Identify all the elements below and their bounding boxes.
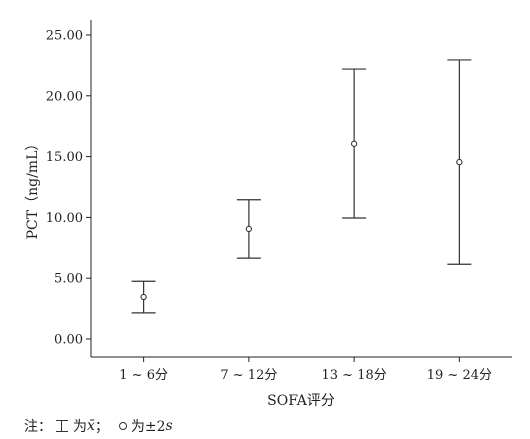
mean-dot-icon (118, 422, 127, 430)
mean-point (456, 158, 463, 166)
x-ticks: 1 ~ 6分 7 ~ 12分 13 ~ 18分 19 ~ 24分 (119, 357, 492, 383)
x-tick-label: 7 ~ 12分 (220, 368, 277, 383)
y-tick-label: 5.00 (54, 272, 83, 287)
note-s-symbol: s (165, 418, 173, 434)
errorbar-symbol-icon (56, 419, 68, 433)
y-tick-label: 25.00 (46, 29, 83, 44)
y-tick-label: 20.00 (46, 89, 83, 104)
x-tick-label: 1 ~ 6分 (119, 368, 168, 383)
x-tick-label: 19 ~ 24分 (427, 368, 492, 383)
note-prefix: 注： (24, 419, 52, 435)
mean-point (350, 140, 358, 147)
x-axis-title: SOFA评分 (267, 393, 335, 409)
mean-point (245, 225, 253, 233)
y-axis-title: PCT（ng/mL） (25, 137, 41, 240)
chart-note: 注： 为 x̄ ； 为±2 s (24, 416, 173, 436)
y-tick-label: 15.00 (46, 150, 83, 165)
note-bar-text: 为 (73, 419, 87, 435)
note-mean-symbol: x̄ (87, 418, 95, 434)
y-tick-label: 0.00 (54, 333, 83, 348)
note-dot-text: 为±2 (130, 419, 166, 435)
x-tick-label: 13 ~ 18分 (322, 368, 387, 383)
error-bars (131, 59, 472, 314)
mean-point (140, 293, 147, 301)
y-tick-label: 10.00 (46, 211, 83, 226)
note-separator: ； (94, 419, 109, 435)
y-ticks: 0.00 5.00 10.00 15.00 20.00 25.00 (46, 29, 91, 348)
